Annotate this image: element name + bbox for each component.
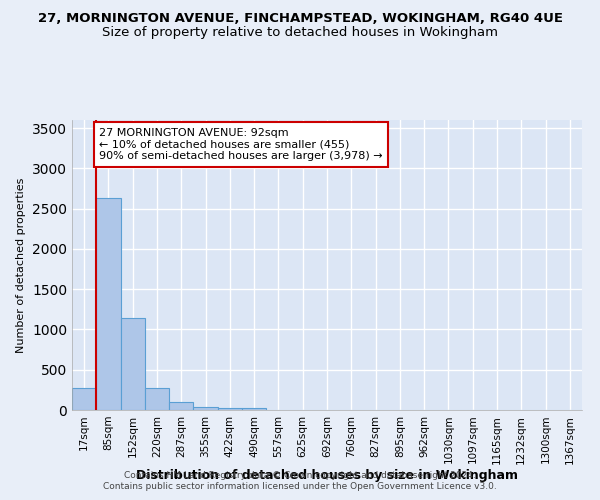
Text: 27 MORNINGTON AVENUE: 92sqm
← 10% of detached houses are smaller (455)
90% of se: 27 MORNINGTON AVENUE: 92sqm ← 10% of det… [99, 128, 383, 162]
Bar [169, 402, 193, 410]
Text: Contains public sector information licensed under the Open Government Licence v3: Contains public sector information licen… [103, 482, 497, 491]
Bar [96, 198, 121, 410]
Bar [121, 318, 145, 410]
Y-axis label: Number of detached properties: Number of detached properties [16, 178, 26, 352]
Text: Size of property relative to detached houses in Wokingham: Size of property relative to detached ho… [102, 26, 498, 39]
Bar [218, 408, 242, 410]
Bar [193, 407, 218, 410]
Bar [242, 408, 266, 410]
X-axis label: Distribution of detached houses by size in Wokingham: Distribution of detached houses by size … [136, 469, 518, 482]
Text: Contains HM Land Registry data © Crown copyright and database right 2024.: Contains HM Land Registry data © Crown c… [124, 471, 476, 480]
Bar [145, 388, 169, 410]
Text: 27, MORNINGTON AVENUE, FINCHAMPSTEAD, WOKINGHAM, RG40 4UE: 27, MORNINGTON AVENUE, FINCHAMPSTEAD, WO… [37, 12, 563, 26]
Bar [72, 388, 96, 410]
